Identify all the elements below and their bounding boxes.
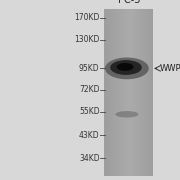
Bar [109, 9, 111, 176]
Bar [119, 9, 121, 176]
Text: 95KD: 95KD [79, 64, 100, 73]
Bar [147, 9, 148, 176]
Bar [104, 9, 153, 176]
Bar [143, 9, 145, 176]
Bar [138, 9, 140, 176]
Text: WWP1: WWP1 [160, 64, 180, 73]
Bar [122, 9, 124, 176]
Bar [117, 9, 119, 176]
Ellipse shape [110, 60, 142, 75]
Bar [148, 9, 150, 176]
Text: 34KD: 34KD [79, 154, 100, 163]
Text: PC-3: PC-3 [118, 0, 140, 5]
Bar [145, 9, 147, 176]
Bar [124, 9, 125, 176]
Bar [132, 9, 134, 176]
Bar [116, 9, 117, 176]
Ellipse shape [117, 63, 134, 71]
Bar [134, 9, 135, 176]
Bar [150, 9, 151, 176]
Bar [112, 9, 114, 176]
Bar [106, 9, 108, 176]
Text: 170KD: 170KD [74, 14, 100, 22]
Bar [140, 9, 142, 176]
Bar [135, 9, 137, 176]
Bar [114, 9, 116, 176]
Text: 55KD: 55KD [79, 107, 100, 116]
Ellipse shape [105, 58, 149, 79]
Bar [130, 9, 132, 176]
Bar [104, 9, 106, 176]
Bar [125, 9, 127, 176]
Bar [129, 9, 130, 176]
Bar [108, 9, 109, 176]
Bar [127, 9, 129, 176]
Bar [137, 9, 138, 176]
Bar [142, 9, 143, 176]
Ellipse shape [115, 111, 138, 118]
Bar [111, 9, 112, 176]
Bar [121, 9, 122, 176]
Text: 72KD: 72KD [79, 86, 100, 94]
Text: 130KD: 130KD [74, 35, 100, 44]
Text: 43KD: 43KD [79, 130, 100, 140]
Bar [151, 9, 153, 176]
